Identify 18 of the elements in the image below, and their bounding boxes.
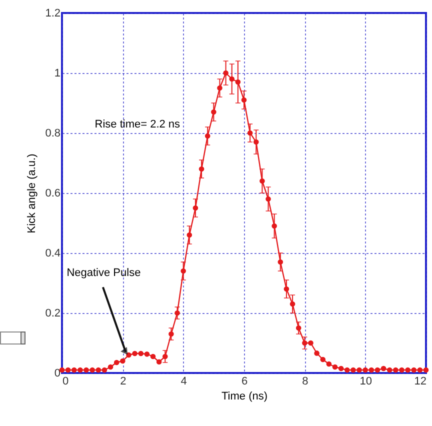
y-tick-label: 1.2	[45, 8, 60, 20]
y-tick-label: 0	[54, 368, 60, 380]
x-tick-label: 4	[180, 376, 187, 388]
y-tick-label: 0.4	[45, 248, 60, 260]
y-axis-title: Kick angle (a.u.)	[26, 154, 38, 234]
x-tick-label: 6	[241, 376, 248, 388]
x-tick-label: 12	[414, 376, 426, 388]
annotation: Rise time= 2.2 ns	[94, 118, 181, 131]
x-tick-label: 10	[360, 376, 372, 388]
x-axis-title: Time (ns)	[221, 390, 268, 402]
annotation: Negative Pulse	[66, 267, 141, 279]
y-tick-label: 0.6	[45, 188, 60, 200]
x-tick-label: 2	[120, 376, 126, 388]
x-tick-label: 0	[62, 376, 69, 388]
y-tick-label: 1	[54, 68, 60, 80]
y-tick-label: 0.8	[45, 128, 60, 140]
y-tick-label: 0.2	[45, 308, 60, 320]
x-tick-label: 8	[302, 376, 308, 388]
